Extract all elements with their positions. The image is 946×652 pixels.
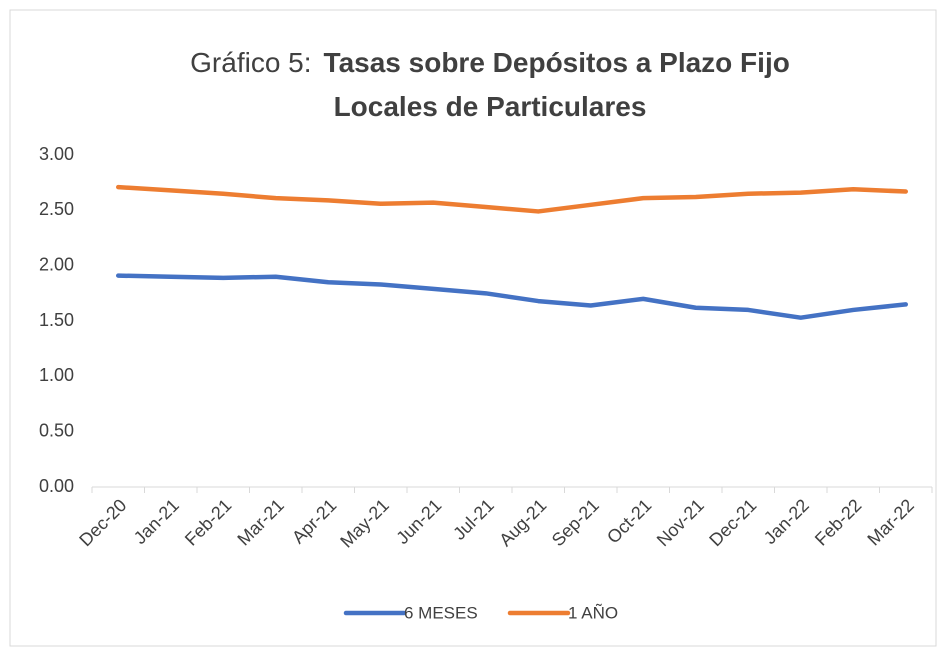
y-tick-label: 2.50 xyxy=(39,199,74,219)
y-tick-label: 1.00 xyxy=(39,365,74,385)
legend-label: 6 MESES xyxy=(404,603,478,622)
y-tick-label: 1.50 xyxy=(39,310,74,330)
y-tick-label: 2.00 xyxy=(39,254,74,274)
title-prefix: Gráfico 5: xyxy=(190,47,311,78)
title-line: Tasas sobre Depósitos a Plazo Fijo xyxy=(324,47,790,78)
y-tick-label: 3.00 xyxy=(39,144,74,164)
legend-label: 1 AÑO xyxy=(568,603,618,622)
chart-border xyxy=(9,9,937,647)
series-line xyxy=(116,184,908,214)
series-line xyxy=(116,273,908,320)
chart-title: Gráfico 5: Tasas sobre Depósitos a Plazo … xyxy=(190,47,790,78)
y-tick-label: 0.50 xyxy=(39,420,74,440)
title-line: Locales de Particulares xyxy=(334,91,647,122)
y-tick-label: 0.00 xyxy=(39,476,74,496)
